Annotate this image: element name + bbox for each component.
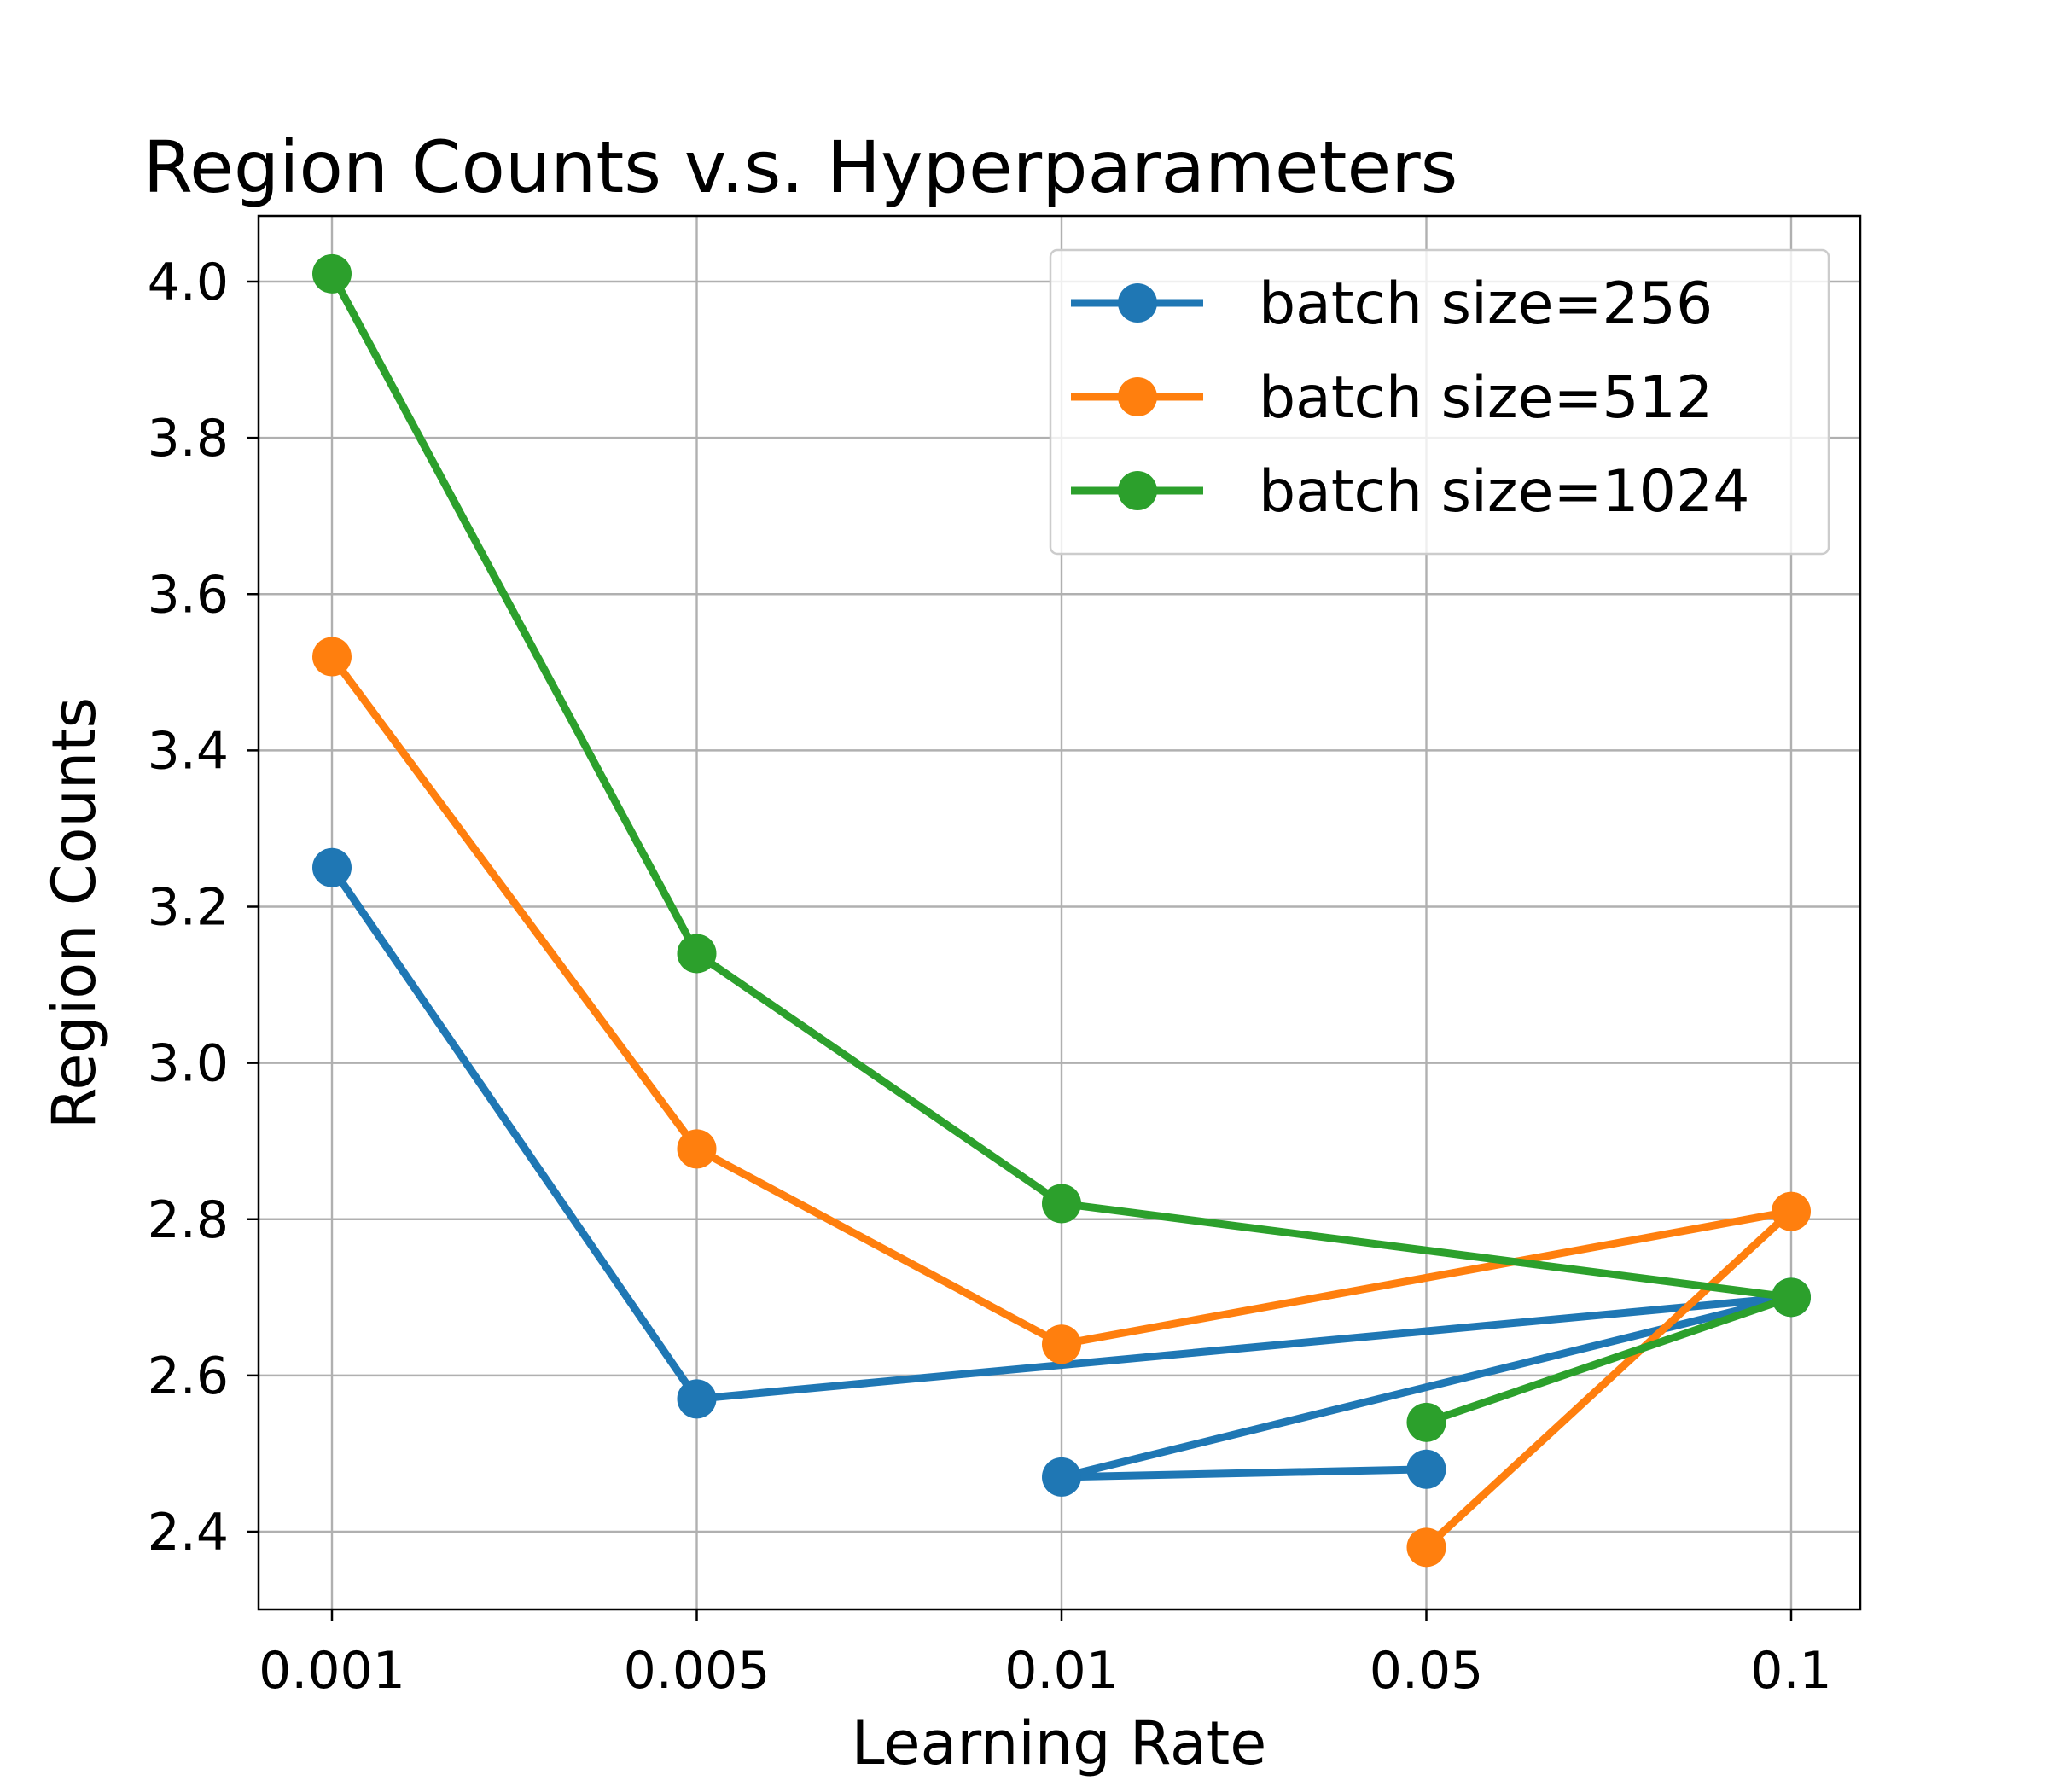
x-tick-label: 0.1 (1750, 1641, 1831, 1701)
y-tick-label: 3.8 (148, 409, 229, 468)
data-point (677, 1379, 717, 1419)
y-tick-label: 3.2 (148, 878, 229, 938)
series-2 (312, 637, 1811, 1568)
plot-frame (257, 214, 1862, 1611)
chart-title: Region Counts v.s. Hyperparameters (143, 125, 1458, 209)
legend-marker (1118, 471, 1157, 510)
x-tick-label: 0.001 (259, 1641, 405, 1701)
data-point (1772, 1277, 1811, 1318)
y-axis-label: Region Counts (39, 697, 109, 1129)
series-3 (312, 253, 1811, 1442)
y-tick-label: 2.6 (148, 1347, 229, 1406)
x-tick-label: 0.05 (1370, 1641, 1484, 1701)
legend-label: batch size=1024 (1259, 458, 1749, 526)
legend-marker (1118, 377, 1157, 416)
y-tick-label: 3.4 (148, 721, 229, 781)
data-point (677, 934, 717, 974)
legend: batch size=256 batch size=512 batch size=1… (1049, 248, 1830, 556)
y-tick-label: 3.0 (148, 1034, 229, 1094)
data-point (1406, 1402, 1446, 1442)
data-point (1772, 1191, 1811, 1231)
data-point (1042, 1184, 1081, 1224)
y-tick-label: 2.4 (148, 1503, 229, 1562)
x-axis-label: Learning Rate (852, 1708, 1267, 1778)
legend-label: batch size=512 (1259, 364, 1713, 432)
legend-marker (1118, 283, 1157, 323)
y-tick-label: 3.6 (148, 565, 229, 625)
series-layer (312, 253, 1811, 1568)
x-tick-label: 0.005 (624, 1641, 771, 1701)
y-tick-label: 2.8 (148, 1190, 229, 1250)
data-point (312, 847, 352, 887)
data-point (312, 637, 352, 677)
legend-entry: batch size=1024 (1071, 458, 1749, 526)
data-point (312, 253, 352, 294)
data-point (1042, 1324, 1081, 1364)
legend-entry: batch size=256 (1071, 271, 1713, 338)
data-point (1406, 1527, 1446, 1568)
data-point (677, 1129, 717, 1169)
data-point (1406, 1449, 1446, 1489)
x-tick-label: 0.01 (1004, 1641, 1119, 1701)
legend-label: batch size=256 (1259, 271, 1713, 338)
y-tick-label: 4.0 (148, 253, 229, 312)
axis-ticks: 0.001 0.005 0.01 0.05 0.1 2.4 2.6 2.8 3.0 3.2 3.4 3… (148, 253, 1832, 1701)
data-point (1042, 1457, 1081, 1497)
legend-box (1049, 248, 1830, 556)
legend-entry: batch size=512 (1071, 364, 1713, 432)
